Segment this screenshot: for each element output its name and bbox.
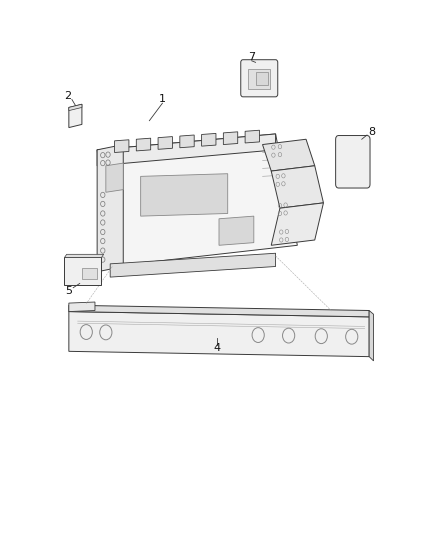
- Polygon shape: [201, 133, 216, 146]
- Polygon shape: [180, 135, 194, 148]
- Bar: [82, 268, 97, 279]
- Polygon shape: [97, 134, 297, 266]
- FancyBboxPatch shape: [336, 135, 370, 188]
- Bar: [248, 69, 270, 89]
- Polygon shape: [69, 104, 82, 111]
- Polygon shape: [158, 136, 173, 149]
- Polygon shape: [69, 305, 369, 317]
- Polygon shape: [271, 166, 323, 208]
- Polygon shape: [69, 302, 95, 312]
- Polygon shape: [141, 174, 228, 216]
- Polygon shape: [271, 203, 323, 245]
- Polygon shape: [106, 163, 123, 192]
- Polygon shape: [115, 140, 129, 152]
- Polygon shape: [223, 132, 238, 144]
- Polygon shape: [69, 312, 369, 357]
- Polygon shape: [245, 130, 259, 143]
- Text: 8: 8: [369, 127, 376, 137]
- Bar: [64, 257, 102, 285]
- Polygon shape: [110, 253, 276, 277]
- Polygon shape: [136, 138, 151, 151]
- Polygon shape: [97, 134, 276, 166]
- Polygon shape: [369, 311, 374, 361]
- Polygon shape: [262, 139, 315, 171]
- FancyBboxPatch shape: [241, 60, 278, 97]
- Polygon shape: [69, 104, 82, 127]
- Text: 4: 4: [213, 343, 220, 353]
- Bar: [256, 72, 268, 85]
- Text: 7: 7: [248, 52, 255, 61]
- Polygon shape: [219, 216, 254, 245]
- Text: 1: 1: [159, 94, 166, 104]
- Polygon shape: [64, 254, 104, 257]
- Text: 5: 5: [65, 286, 72, 296]
- Polygon shape: [97, 144, 123, 272]
- Text: 2: 2: [64, 91, 71, 101]
